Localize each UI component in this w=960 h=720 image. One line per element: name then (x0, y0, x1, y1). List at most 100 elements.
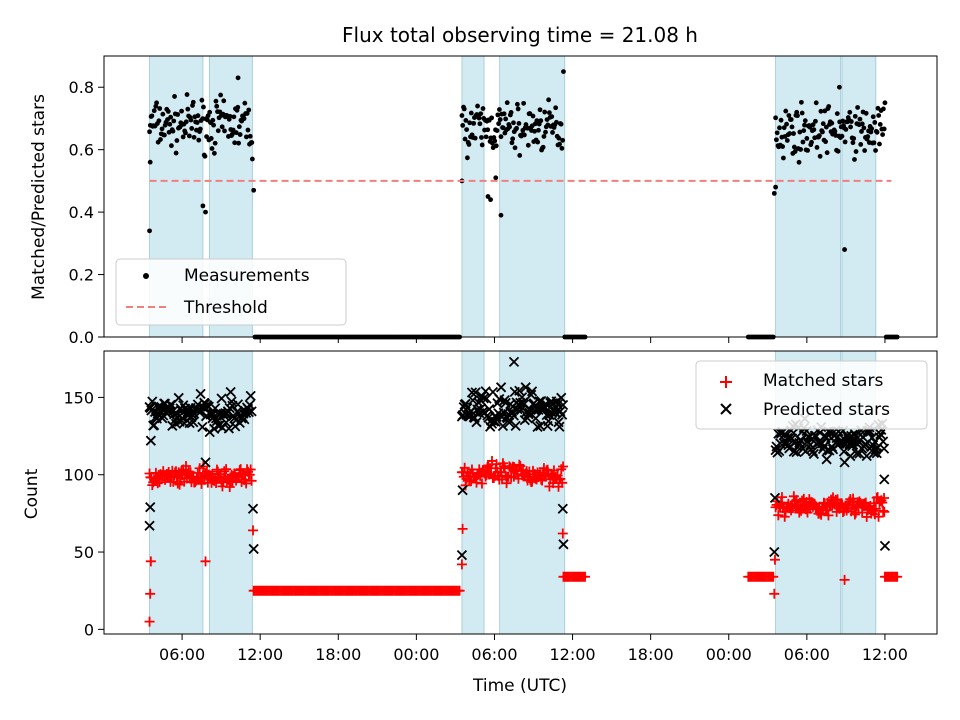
measurement-point (774, 130, 780, 136)
measurement-point (783, 108, 789, 114)
measurement-point (208, 136, 214, 141)
measurement-point (508, 110, 514, 115)
measurement-point (503, 116, 509, 122)
measurement-point (190, 99, 196, 105)
legend-measurements-label: Measurements (184, 266, 310, 286)
measurement-point (880, 132, 885, 137)
measurement-point (781, 125, 787, 131)
predicted-star-point (541, 409, 552, 421)
predicted-star-point (821, 454, 832, 465)
predicted-star-point (145, 435, 156, 446)
x-tick-label: 18:00 (628, 645, 674, 664)
y-tick-label: 0.4 (69, 203, 94, 222)
measurement-point (229, 131, 235, 137)
measurement-point (810, 122, 816, 128)
count-x-ticks: 06:00 12:00 18:00 00:00 06:00 12:00 18:00 00:00… (159, 634, 908, 664)
y-tick-label: 100 (63, 466, 94, 485)
matched-star-point (879, 506, 890, 517)
measurement-point (480, 106, 486, 111)
measurement-point (160, 111, 166, 117)
measurement-point (532, 128, 537, 134)
matched-star-point (580, 571, 591, 582)
matched-star-point (879, 493, 890, 504)
measurement-point (200, 203, 206, 209)
measurement-point (246, 107, 252, 113)
predicted-star-point (558, 539, 569, 550)
measurement-point (168, 114, 174, 120)
measurement-point (835, 148, 841, 154)
measurement-point (167, 121, 173, 127)
measurement-point (852, 157, 857, 162)
matched-star-point (246, 475, 257, 486)
matched-star-point (456, 559, 467, 570)
predicted-star-point (510, 420, 521, 432)
predicted-star-point (769, 492, 781, 504)
measurement-point (874, 129, 880, 135)
predicted-star-point (173, 392, 184, 404)
matched-star-point (773, 510, 784, 521)
x-tick-label: 12:00 (237, 645, 283, 664)
measurement-point (777, 125, 782, 131)
measurement-point (791, 144, 797, 150)
measurement-point (188, 117, 194, 123)
measurement-point (213, 98, 219, 104)
x-tick-label: 06:00 (159, 645, 205, 664)
matched-star-point (557, 477, 568, 488)
predicted-star-point (456, 549, 468, 561)
measurement-point (191, 134, 197, 140)
measurement-point (233, 130, 239, 136)
measurement-point (180, 134, 186, 140)
measurement-point (251, 187, 257, 193)
measurement-point (236, 124, 242, 130)
predicted-star-point (514, 385, 525, 396)
matched-star-point (879, 571, 890, 582)
matched-star-point (857, 507, 868, 518)
measurement-point (515, 106, 521, 112)
x-tick-label: 12:00 (862, 645, 908, 664)
measurement-point (811, 127, 817, 133)
measurement-point (556, 135, 562, 141)
measurement-point (801, 128, 807, 134)
ratio-panel-frame (103, 55, 938, 338)
matched-star-point (779, 511, 790, 522)
predicted-star-point (838, 446, 850, 457)
x-tick-label: 06:00 (471, 645, 517, 664)
predicted-star-point (556, 392, 567, 403)
measurement-point (522, 132, 527, 138)
measurement-point (496, 121, 502, 127)
measurement-point (232, 140, 238, 146)
measurement-point (559, 145, 565, 151)
predicted-star-point (216, 393, 227, 404)
measurement-point (836, 84, 842, 90)
measurement-point (791, 131, 796, 136)
measurement-point (479, 135, 484, 140)
predicted-star-point (221, 408, 233, 419)
y-tick-label: 0.8 (69, 78, 94, 97)
measurement-point (494, 128, 500, 134)
measurement-point (203, 209, 208, 215)
measurement-point (493, 175, 499, 181)
measurement-point (478, 111, 484, 117)
measurement-point (558, 121, 564, 127)
measurement-point (826, 104, 832, 109)
measurement-point (847, 109, 853, 115)
predicted-star-point (144, 520, 155, 531)
measurement-point (249, 140, 255, 145)
measurement-point (882, 100, 888, 106)
measurement-point (147, 129, 152, 135)
measurement-point (483, 134, 489, 140)
measurement-point (834, 111, 840, 117)
measurement-point (813, 118, 818, 124)
matched-star-point (476, 478, 487, 489)
matched-star-point (548, 465, 559, 476)
count-points (144, 356, 903, 627)
predicted-star-point (467, 395, 478, 406)
measurement-point (507, 124, 512, 130)
measurement-point (245, 127, 251, 133)
measurement-point (798, 99, 804, 105)
matched-star-point (180, 461, 191, 472)
predicted-star-point (223, 423, 234, 434)
measurement-point (249, 156, 255, 162)
matched-star-point (878, 505, 889, 516)
